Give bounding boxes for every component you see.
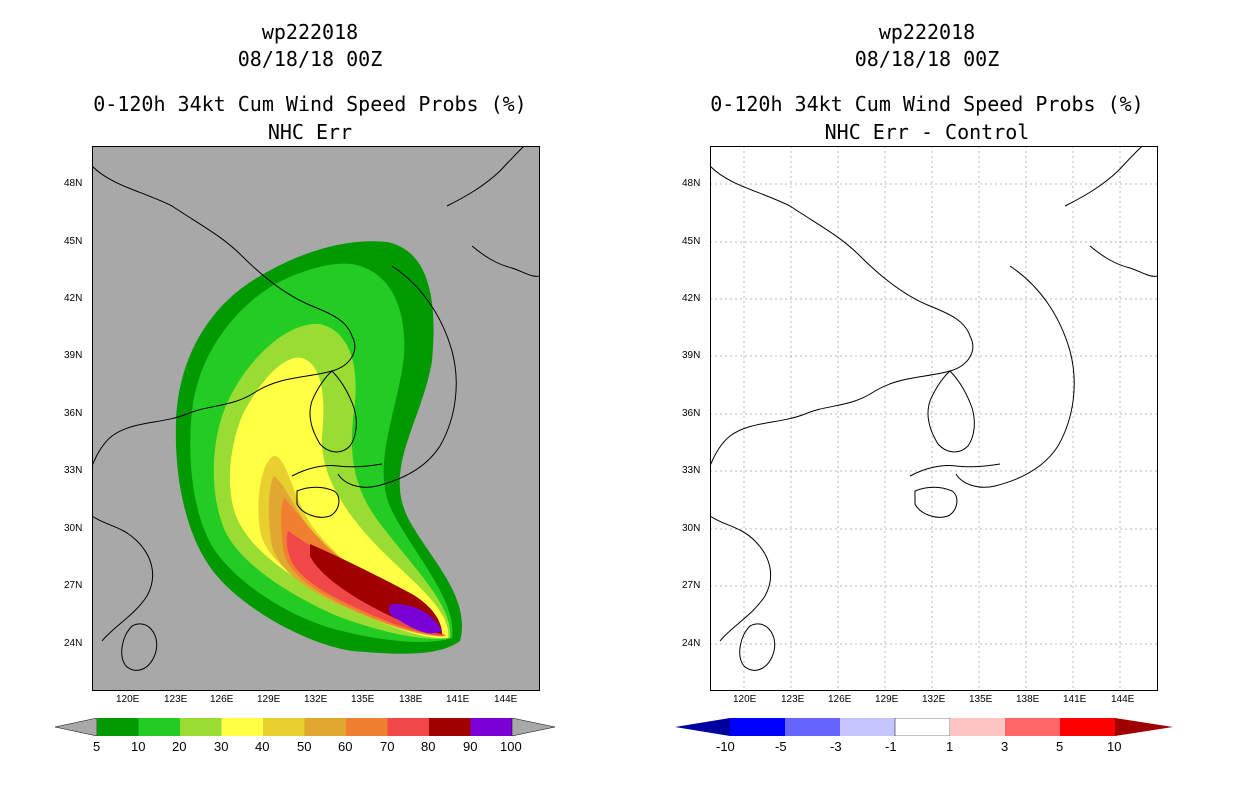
lon-label-144e: 144E — [1111, 694, 1135, 705]
left-coastlines — [92, 146, 540, 671]
lat-label-36n: 36N — [682, 408, 701, 419]
left-colorbar-low-arrow — [55, 718, 98, 736]
right-storm-id: wp222018 — [878, 20, 976, 44]
lat-label-30n: 30N — [64, 523, 83, 534]
lat-label-36n: 36N — [64, 408, 83, 419]
cb-label-5: 5 — [1056, 739, 1064, 754]
lat-label-33n: 33N — [64, 465, 83, 476]
lat-label-30n: 30N — [682, 523, 701, 534]
cb-label-80: 80 — [421, 739, 436, 754]
colorbar-swatch-70-80 — [387, 718, 429, 736]
cb-label-1: 1 — [946, 739, 954, 754]
cb-label-m5: -5 — [775, 739, 787, 754]
lon-label-120e: 120E — [116, 694, 140, 705]
right-product-title: 0-120h 34kt Cum Wind Speed Probs (%) — [710, 92, 1144, 116]
left-map-frame — [92, 146, 540, 691]
wind-prob-contours — [175, 241, 463, 654]
lat-label-39n: 39N — [64, 350, 83, 361]
colorbar-swatch-30-40 — [221, 718, 263, 736]
lon-label-132e: 132E — [304, 694, 328, 705]
lat-label-45n: 45N — [682, 236, 701, 247]
colorbar-swatch-10-20 — [138, 718, 180, 736]
cb-label-10: 10 — [1107, 739, 1122, 754]
cb-label-40: 40 — [255, 739, 270, 754]
lon-label-141e: 141E — [1063, 694, 1087, 705]
left-subtitle: NHC Err — [267, 120, 353, 144]
lat-label-24n: 24N — [64, 638, 83, 649]
cb-label-m1: -1 — [885, 739, 897, 754]
left-colorbar — [55, 718, 555, 736]
lon-label-129e: 129E — [257, 694, 281, 705]
cb-label-10: 10 — [131, 739, 146, 754]
lat-label-48n: 48N — [64, 178, 83, 189]
lon-label-123e: 123E — [164, 694, 188, 705]
cb-label-60: 60 — [338, 739, 353, 754]
right-datetime: 08/18/18 00Z — [854, 47, 1000, 71]
left-colorbar-high-arrow — [511, 718, 555, 736]
lat-label-48n: 48N — [682, 178, 701, 189]
right-map — [710, 146, 1158, 691]
colorbar-swatch-m3-m1 — [840, 718, 895, 736]
colorbar-swatch-5-10 — [1060, 718, 1115, 736]
colorbar-swatch-1-3 — [950, 718, 1005, 736]
colorbar-swatch-90-100 — [470, 718, 512, 736]
cb-label-50: 50 — [297, 739, 312, 754]
colorbar-swatch-60-70 — [346, 718, 388, 736]
lat-label-27n: 27N — [64, 580, 83, 591]
colorbar-swatch-m1-1 — [894, 718, 951, 736]
right-colorbar — [675, 718, 1173, 736]
cb-label-70: 70 — [380, 739, 395, 754]
lon-label-132e: 132E — [922, 694, 946, 705]
right-map-background — [710, 146, 1158, 691]
right-colorbar-low-arrow — [675, 718, 730, 736]
lon-label-126e: 126E — [210, 694, 234, 705]
right-map-frame — [710, 146, 1158, 691]
left-storm-id: wp222018 — [261, 20, 359, 44]
left-product-title: 0-120h 34kt Cum Wind Speed Probs (%) — [93, 92, 527, 116]
cb-label-30: 30 — [214, 739, 229, 754]
lat-label-27n: 27N — [682, 580, 701, 591]
colorbar-swatch-3-5 — [1005, 718, 1060, 736]
right-coastlines — [710, 146, 1158, 671]
colorbar-swatch-80-90 — [429, 718, 471, 736]
colorbar-swatch-20-30 — [180, 718, 222, 736]
cb-label-100: 100 — [500, 739, 522, 754]
lon-label-135e: 135E — [351, 694, 375, 705]
lat-label-24n: 24N — [682, 638, 701, 649]
lon-label-138e: 138E — [399, 694, 423, 705]
lon-label-141e: 141E — [446, 694, 470, 705]
lon-label-138e: 138E — [1016, 694, 1040, 705]
colorbar-swatch-50-60 — [304, 718, 346, 736]
left-map — [92, 146, 540, 691]
lon-label-123e: 123E — [781, 694, 805, 705]
colorbar-swatch-5-10 — [97, 718, 139, 736]
lon-label-135e: 135E — [969, 694, 993, 705]
right-colorbar-high-arrow — [1115, 718, 1173, 736]
lat-label-42n: 42N — [682, 293, 701, 304]
lon-label-129e: 129E — [875, 694, 899, 705]
lon-label-144e: 144E — [494, 694, 518, 705]
lat-label-45n: 45N — [64, 236, 83, 247]
lon-label-120e: 120E — [733, 694, 757, 705]
colorbar-swatch-m5-m3 — [785, 718, 840, 736]
cb-label-20: 20 — [172, 739, 187, 754]
cb-label-90: 90 — [463, 739, 478, 754]
left-datetime: 08/18/18 00Z — [237, 47, 383, 71]
cb-label-m3: -3 — [830, 739, 842, 754]
lat-label-39n: 39N — [682, 350, 701, 361]
cb-label-5: 5 — [93, 739, 101, 754]
right-subtitle: NHC Err - Control — [824, 120, 1030, 144]
colorbar-swatch-m10-m5 — [730, 718, 785, 736]
lat-label-33n: 33N — [682, 465, 701, 476]
cb-label-3: 3 — [1001, 739, 1009, 754]
lon-label-126e: 126E — [828, 694, 852, 705]
cb-label-m10: -10 — [716, 739, 735, 754]
lat-label-42n: 42N — [64, 293, 83, 304]
prob-contour-90 — [389, 604, 442, 634]
colorbar-swatch-40-50 — [263, 718, 305, 736]
